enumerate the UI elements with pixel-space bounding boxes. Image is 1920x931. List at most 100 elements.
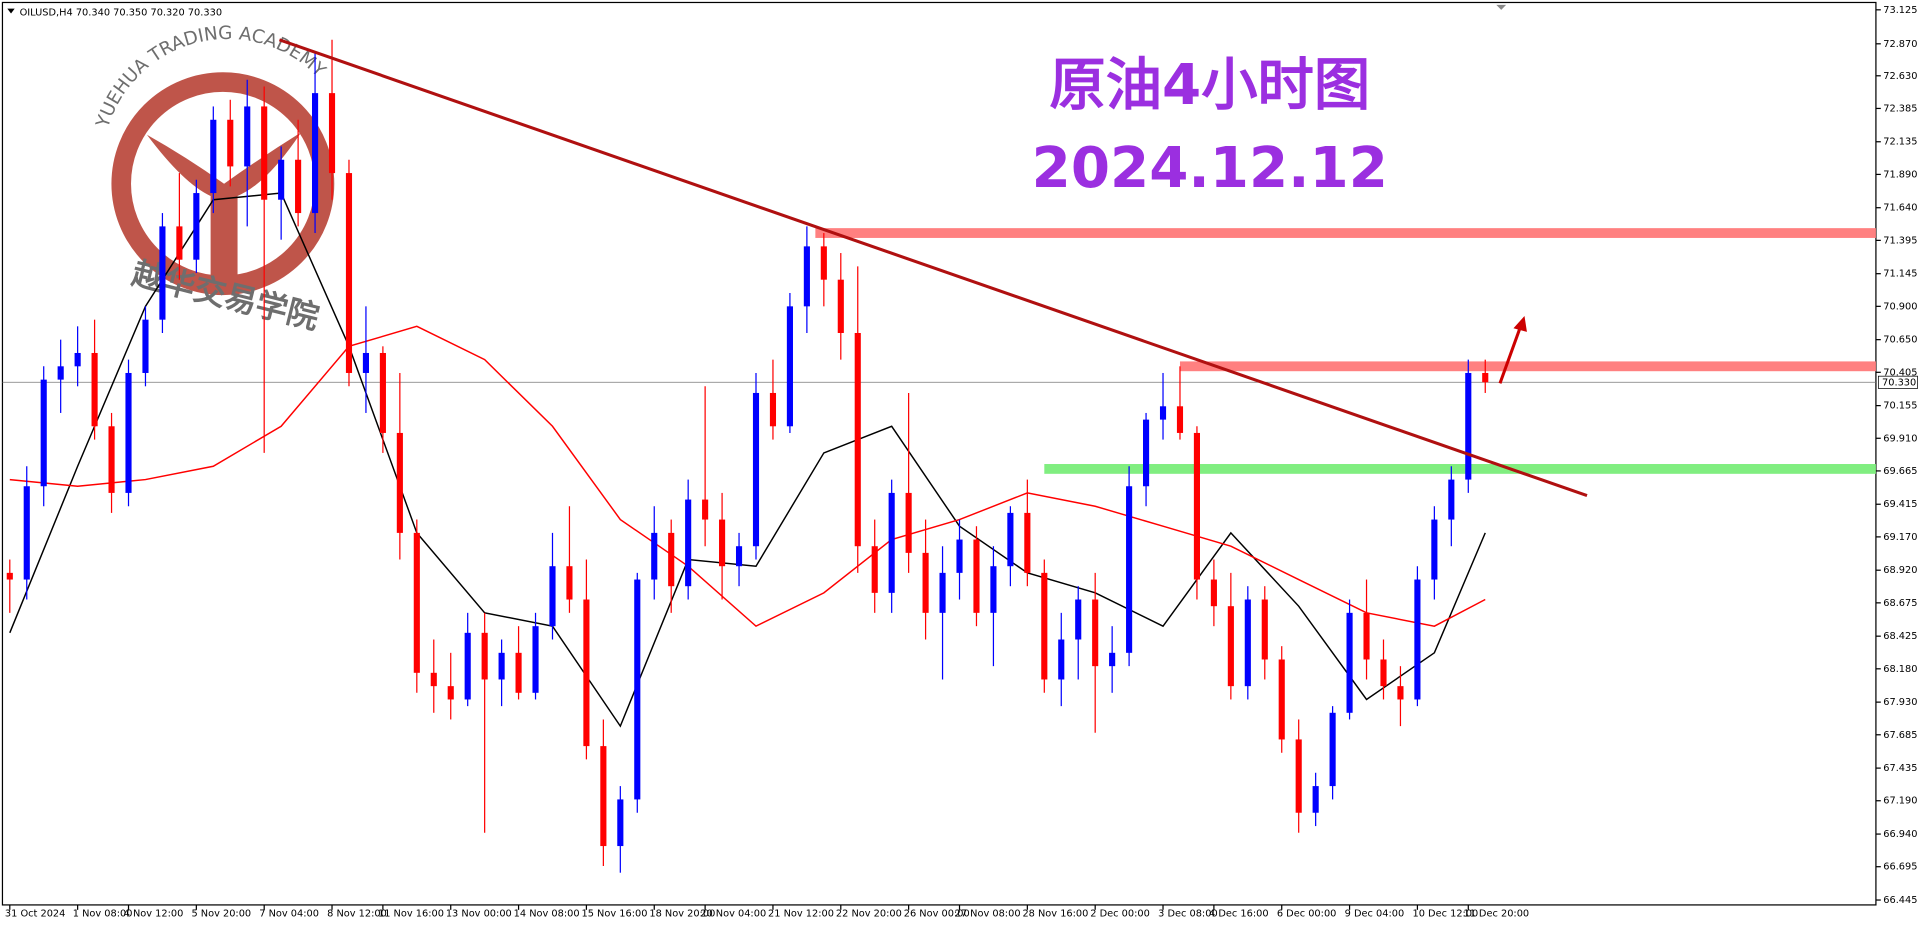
- plot-layer: [2, 38, 1876, 873]
- candle-body: [668, 532, 675, 587]
- candle-body: [227, 119, 234, 167]
- y-tick-label: 70.650: [1883, 335, 1917, 346]
- level-zone: [1179, 361, 1876, 372]
- y-tick-label: 66.445: [1883, 895, 1917, 906]
- candle-body: [786, 306, 793, 427]
- candle-body: [549, 566, 556, 627]
- candle-body: [1244, 599, 1251, 687]
- candle-body: [1295, 739, 1302, 813]
- plot-frame: [1, 1, 1877, 906]
- candle-body: [905, 492, 912, 553]
- x-tick-label: 9 Dec 04:00: [1345, 909, 1405, 920]
- candle-body: [837, 279, 844, 333]
- y-tick-label: 67.190: [1883, 796, 1917, 807]
- candle-body: [40, 379, 47, 487]
- y-tick-label: 68.180: [1883, 664, 1917, 675]
- candle-body: [515, 652, 522, 693]
- candle-body: [464, 632, 471, 700]
- candle-body: [820, 246, 827, 280]
- x-tick-label: 1 Nov 08:00: [73, 909, 133, 920]
- x-tick-label: 4 Nov 12:00: [124, 909, 184, 920]
- candle-body: [244, 106, 251, 167]
- y-tick-label: 72.870: [1883, 39, 1917, 50]
- y-tick-label: 69.170: [1883, 532, 1917, 543]
- x-tick-label: 28 Nov 16:00: [1022, 909, 1088, 920]
- y-tick-label: 72.135: [1883, 137, 1917, 148]
- candle-body: [735, 546, 743, 567]
- candle-body: [6, 572, 13, 580]
- trendline: [278, 38, 1588, 498]
- x-tick-label: 15 Nov 16:00: [582, 909, 648, 920]
- candle-body: [1329, 712, 1336, 787]
- candle-body: [583, 599, 590, 747]
- candle-body: [1414, 579, 1421, 700]
- price-tag: [1878, 375, 1918, 389]
- candle-body: [1210, 579, 1217, 607]
- candle-body: [57, 366, 64, 380]
- candle-body: [1380, 659, 1387, 687]
- scroll-marker: [1496, 4, 1507, 10]
- y-tick-label: 71.890: [1883, 169, 1917, 180]
- candle-body: [379, 352, 386, 433]
- y-tick-label: 72.630: [1883, 71, 1917, 82]
- y-tick-label: 66.695: [1883, 862, 1917, 873]
- candle-body: [1278, 659, 1285, 740]
- x-tick-label: 27 Nov 08:00: [955, 909, 1021, 920]
- y-tick-label: 73.125: [1883, 5, 1917, 16]
- candle-body: [108, 426, 115, 493]
- candle-body: [888, 492, 895, 593]
- x-tick-label: 18 Nov 20:00: [649, 909, 715, 920]
- candle-body: [1041, 572, 1048, 680]
- x-tick-label: 10 Dec 12:00: [1413, 909, 1479, 920]
- candle-body: [159, 226, 166, 320]
- candle-body: [854, 332, 861, 547]
- level-zone: [1044, 464, 1876, 474]
- candle-body: [922, 552, 929, 613]
- x-tick-label: 2 Dec 00:00: [1090, 909, 1150, 920]
- y-tick-label: 70.155: [1883, 401, 1917, 412]
- chart-title: 原油4小时图: [1049, 53, 1370, 118]
- arrow-head: [1513, 315, 1527, 332]
- candle-body: [651, 532, 658, 580]
- x-tick-label: 14 Nov 08:00: [514, 909, 580, 920]
- candle-body: [990, 566, 997, 613]
- candle-body: [74, 352, 81, 367]
- candle-body: [312, 93, 319, 214]
- y-tick-label: 67.435: [1883, 763, 1917, 774]
- x-tick-label: 21 Nov 12:00: [768, 909, 834, 920]
- candle-body: [481, 632, 488, 680]
- candle-body: [1363, 612, 1370, 660]
- candle-body: [752, 392, 760, 547]
- x-tick-label: 22 Nov 20:00: [836, 909, 902, 920]
- candle-body: [617, 799, 624, 847]
- candle-body: [430, 672, 437, 687]
- x-tick-label: 8 Nov 12:00: [327, 909, 387, 920]
- candle-body: [973, 539, 980, 613]
- candle-body: [1159, 406, 1167, 420]
- x-tick-label: 11 Nov 16:00: [378, 909, 444, 920]
- candle-body: [413, 532, 420, 673]
- x-tick-label: 26 Nov 00:00: [904, 909, 970, 920]
- candle-body: [1143, 419, 1150, 487]
- candle-body: [210, 119, 217, 194]
- candle-body: [1109, 652, 1116, 667]
- candle-body: [278, 159, 285, 200]
- y-tick-label: 70.900: [1883, 301, 1917, 312]
- candle-body: [1397, 686, 1404, 700]
- candle-body: [91, 352, 98, 427]
- candle-body: [1092, 599, 1099, 667]
- candle-body: [685, 499, 692, 587]
- x-tick-label: 3 Dec 08:00: [1158, 909, 1218, 920]
- candle-body: [1482, 372, 1489, 383]
- candle-body: [956, 539, 963, 573]
- x-tick-label: 20 Nov 04:00: [700, 909, 766, 920]
- y-tick-label: 68.425: [1883, 631, 1917, 642]
- candle-body: [1312, 786, 1319, 813]
- moving-average: [9, 325, 1486, 628]
- candle-body: [447, 686, 454, 700]
- candle-body: [1058, 639, 1065, 680]
- candle-body: [396, 432, 403, 533]
- candle-body: [1431, 519, 1438, 580]
- y-tick-label: 69.415: [1883, 499, 1917, 510]
